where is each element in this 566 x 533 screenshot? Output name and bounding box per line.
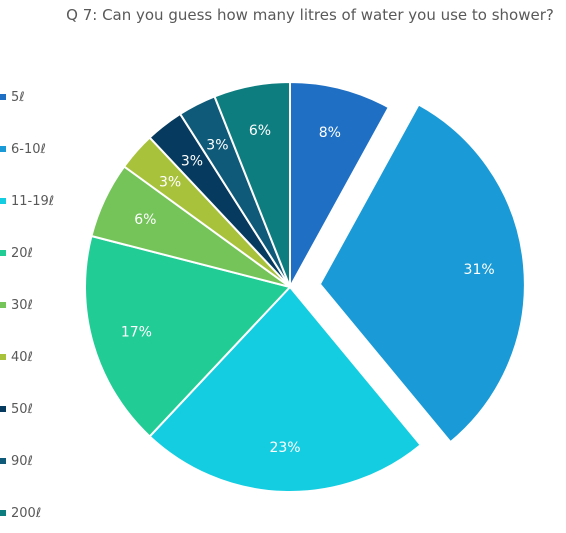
legend-label: 11-19ℓ xyxy=(11,193,55,209)
pie-slice xyxy=(289,80,391,288)
legend-item: 200ℓ xyxy=(0,503,41,523)
legend-label: 5ℓ xyxy=(11,89,25,105)
pie-slice xyxy=(213,80,291,288)
legend-item: 30ℓ xyxy=(0,295,33,315)
slice-value-label: 31% xyxy=(464,262,495,278)
pie-slice xyxy=(148,285,423,494)
legend-label: 30ℓ xyxy=(11,297,33,313)
legend-swatch xyxy=(0,458,6,464)
slice-value-label: 8% xyxy=(319,125,341,141)
slice-value-label: 3% xyxy=(206,138,228,154)
legend-swatch xyxy=(0,302,6,308)
legend-label: 6-10ℓ xyxy=(11,141,46,157)
slice-value-label: 6% xyxy=(249,123,271,139)
slice-value-label: 23% xyxy=(269,440,300,456)
legend-label: 90ℓ xyxy=(11,453,33,469)
slice-value-label: 17% xyxy=(121,325,152,341)
legend-item: 20ℓ xyxy=(0,243,33,263)
pie-slice xyxy=(84,234,292,438)
slice-value-label: 3% xyxy=(181,154,203,170)
legend-item: 40ℓ xyxy=(0,347,33,367)
chart-title: Q 7: Can you guess how many litres of wa… xyxy=(66,6,554,24)
legend-item: 50ℓ xyxy=(0,399,33,419)
slice-value-label: 3% xyxy=(159,174,181,190)
legend-item: 6-10ℓ xyxy=(0,139,46,159)
legend-label: 20ℓ xyxy=(11,245,33,261)
slice-value-label: 6% xyxy=(134,212,156,228)
legend-item: 5ℓ xyxy=(0,87,25,107)
legend-swatch xyxy=(0,354,6,360)
legend-swatch xyxy=(0,510,6,516)
legend-label: 40ℓ xyxy=(11,349,33,365)
legend-swatch xyxy=(0,94,6,100)
legend-item: 11-19ℓ xyxy=(0,191,54,211)
pie-slice xyxy=(318,103,526,444)
legend-swatch xyxy=(0,406,6,412)
legend-swatch xyxy=(0,198,6,204)
legend-item: 90ℓ xyxy=(0,451,33,471)
legend-swatch xyxy=(0,250,6,256)
legend-label: 50ℓ xyxy=(11,401,33,417)
legend-swatch xyxy=(0,146,6,152)
legend-label: 200ℓ xyxy=(11,505,42,521)
